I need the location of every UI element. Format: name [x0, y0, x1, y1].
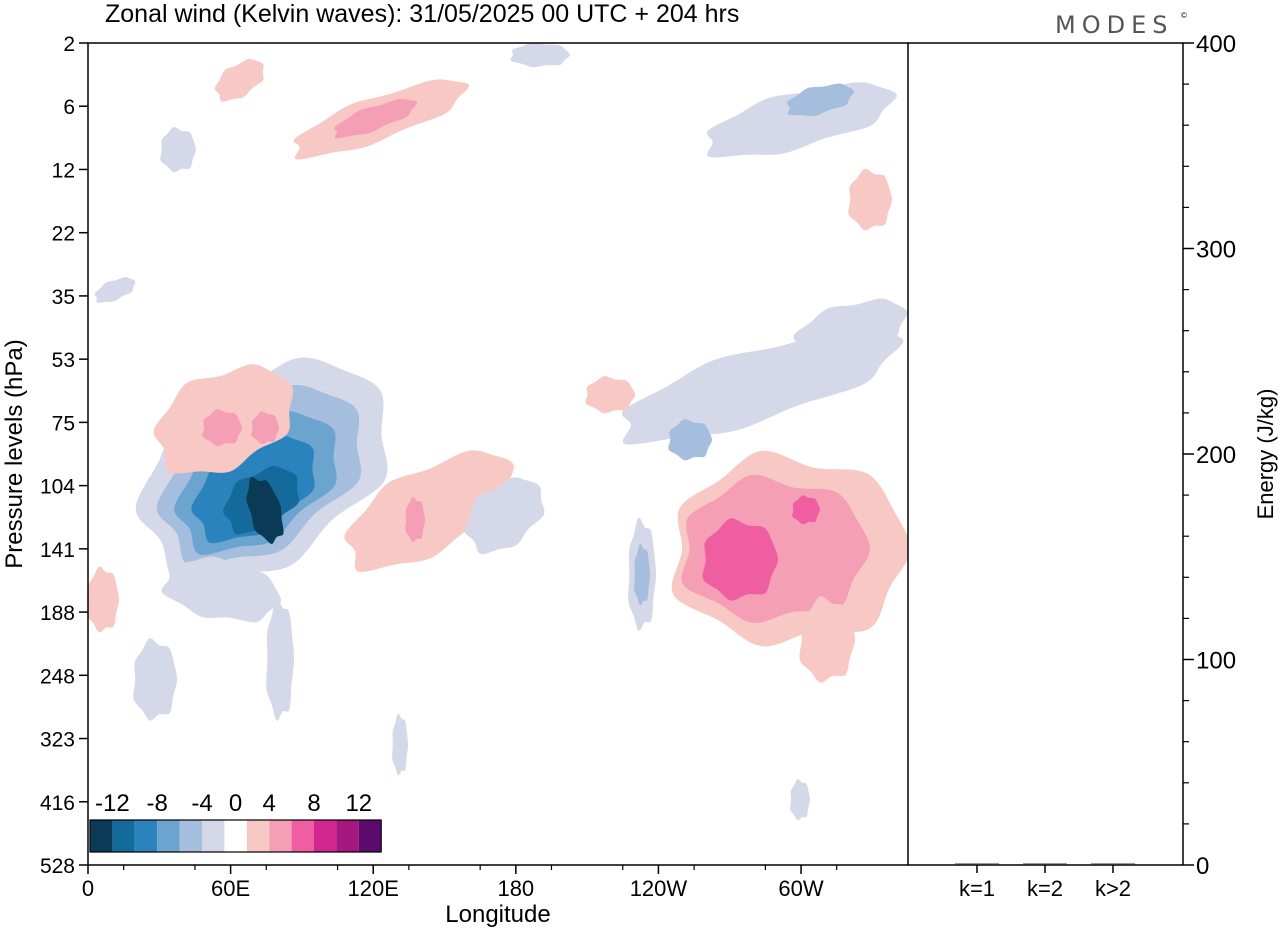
colorbar-cell [314, 820, 337, 852]
y-tick-label: 104 [40, 476, 75, 499]
y-tick-label: 188 [40, 602, 75, 625]
x-tick-label: 180 [497, 876, 534, 901]
contour-neg-35 [94, 277, 136, 303]
y-tick-label: 35 [52, 286, 75, 309]
energy-bar [1023, 863, 1067, 865]
contour-pos-60w-4 [792, 495, 821, 525]
contour-strat-pos-2 [214, 58, 264, 102]
contour-pos-edge [88, 566, 120, 633]
colorbar-label: 4 [263, 790, 276, 817]
colorbar-cell [246, 820, 270, 852]
energy-bar [1091, 863, 1135, 865]
colorbar-cell [269, 820, 292, 852]
colorbar-label: -12 [95, 790, 130, 817]
colorbar-cell [224, 820, 247, 852]
y-tick-label: 323 [40, 729, 75, 752]
colorbar-cell [112, 820, 135, 852]
contour-strat-neg-180 [510, 43, 571, 68]
colorbar-cell [358, 820, 382, 852]
x-axis: 0 60E 120E 180 120W 60W [82, 865, 838, 901]
x-tick-label: 0 [82, 876, 94, 901]
y-tick-label: 416 [40, 792, 75, 815]
y-tick-label: 248 [40, 665, 75, 688]
y-tick-label: 12 [52, 159, 75, 182]
colorbar-label: 12 [345, 790, 372, 817]
contour-strat-neg [706, 82, 897, 158]
y-axis-label: Pressure levels (hPa) [1, 339, 28, 568]
contour-strat-pos-core [333, 98, 418, 139]
energy-tick-label: 0 [1196, 853, 1209, 880]
energy-bar-label: k>2 [1095, 876, 1131, 901]
y-axis: 2 6 12 22 35 53 75 104 141 188 248 323 416 528 [40, 33, 88, 878]
contour-pos-75 [585, 376, 636, 414]
colorbar-label: 0 [229, 790, 242, 817]
x-tick-label: 60E [211, 876, 250, 901]
y-tick-label: 528 [40, 855, 75, 878]
contour-pos-west-core-2 [251, 411, 280, 445]
contour-neg-6 [246, 476, 284, 544]
colorbar-label: -4 [191, 790, 212, 817]
colorbar-cell [157, 820, 180, 852]
energy-tick-label: 300 [1196, 237, 1236, 264]
contour-plot-frame [87, 42, 909, 866]
contour-neg-low [392, 713, 408, 776]
contour-strat-neg-core [786, 83, 854, 117]
colorbar-cell [291, 820, 314, 852]
x-tick-label: 120E [348, 876, 399, 901]
colorbar-label: -8 [147, 790, 168, 817]
contour-strat-pos-east [848, 168, 893, 231]
contour-pos-120e [344, 450, 514, 573]
energy-bars: k=1 k=2 k>2 [955, 863, 1135, 901]
y-tick-label: 2 [63, 33, 75, 56]
colorbar-frame [89, 819, 382, 853]
energy-bar-label: k=2 [1027, 876, 1063, 901]
energy-tick-label: 200 [1196, 442, 1236, 469]
y-tick-label: 53 [52, 349, 75, 372]
contour-neg-180 [464, 477, 545, 555]
energy-tick-label: 100 [1196, 648, 1236, 675]
colorbar-cell [179, 820, 202, 852]
y-tick-label: 75 [52, 412, 75, 435]
y-tick-label: 6 [63, 96, 75, 119]
x-tick-label: 120W [630, 876, 688, 901]
contour-neg-lower [133, 638, 178, 721]
energy-axis: 0 100 200 300 400 [1183, 31, 1236, 880]
contour-pos-120e-core [405, 497, 426, 543]
colorbar-cell [336, 820, 359, 852]
contour-field [88, 43, 908, 821]
colorbar-label: 8 [307, 790, 320, 817]
y-tick-label: 22 [52, 223, 75, 246]
energy-axis-label: Energy (J/kg) [1253, 389, 1278, 520]
chart-title: Zonal wind (Kelvin waves): 31/05/2025 00… [105, 0, 739, 28]
colorbar-cell [90, 820, 113, 852]
x-tick-label: 60W [778, 876, 823, 901]
energy-bar [955, 863, 999, 865]
y-tick-label: 141 [40, 539, 75, 562]
modes-logo: MODES [1055, 11, 1173, 39]
colorbar-cell [202, 820, 225, 852]
energy-bar-label: k=1 [959, 876, 995, 901]
x-axis-label: Longitude [445, 901, 550, 928]
contour-neg-drip [266, 597, 295, 721]
contour-pos-60w-3 [702, 518, 779, 601]
contour-neg-tail [161, 556, 282, 623]
contour-neg-band-core [668, 419, 713, 461]
contour-strat-neg-west [160, 127, 197, 173]
copyright-mark: © [1181, 11, 1187, 20]
contour-neg-column-core [634, 543, 650, 606]
contour-neg-low-2 [790, 779, 811, 821]
colorbar-cell [134, 820, 158, 852]
energy-tick-label: 400 [1196, 31, 1236, 58]
colorbar: -12 -8 -4 0 4 8 12 [89, 790, 382, 853]
contour-neg-53 [793, 298, 908, 361]
contour-pos-west-core-1 [202, 409, 243, 447]
contour-pos-60w-drip [799, 596, 856, 683]
